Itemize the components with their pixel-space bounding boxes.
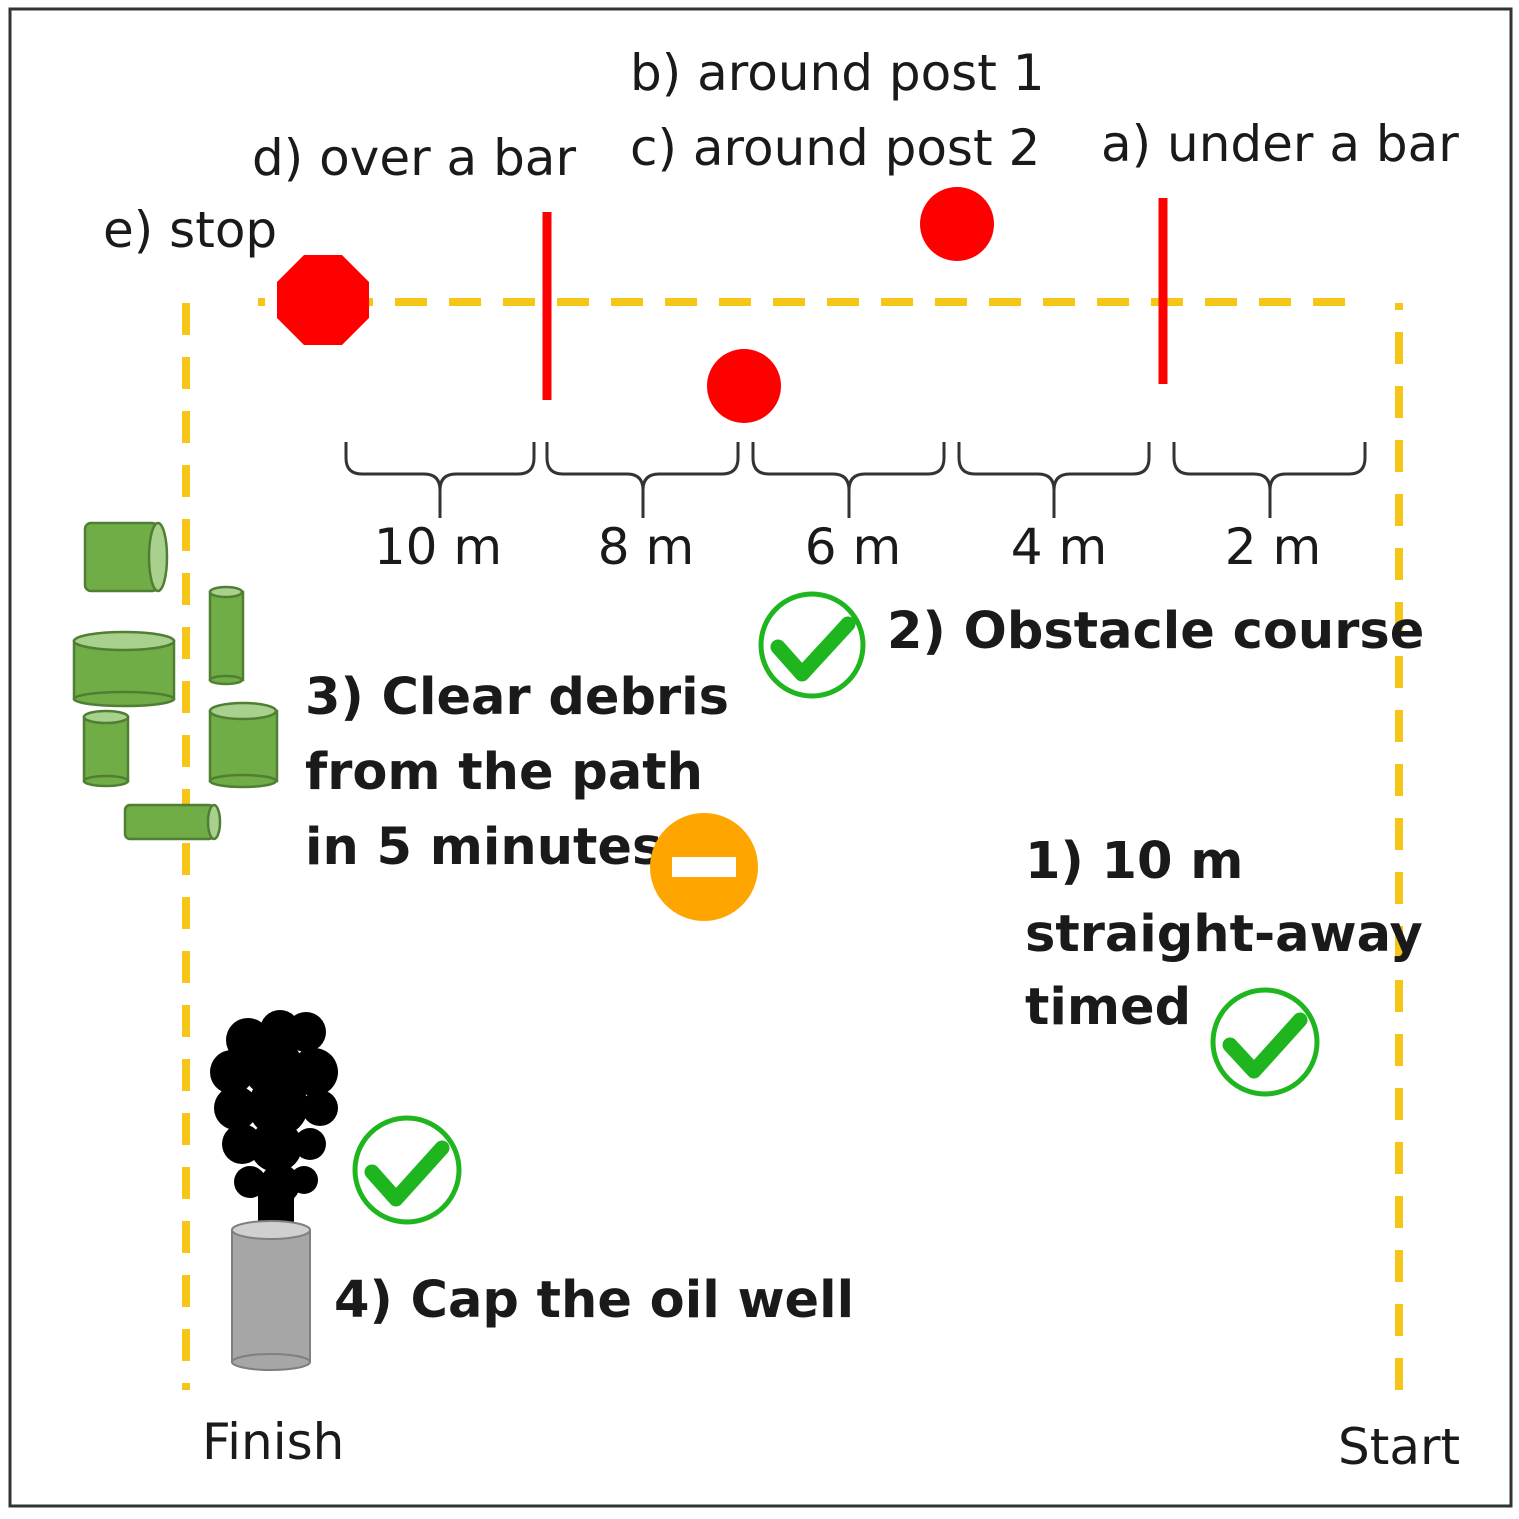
minus-icon — [650, 813, 758, 921]
task-straight-away-line-3: timed — [1025, 978, 1191, 1037]
post-2-obstacle — [707, 349, 781, 423]
distance-label-8m: 8 m — [598, 518, 694, 576]
task-straight-away-line-1: 1) 10 m — [1025, 832, 1243, 891]
label-around-post-1: b) around post 1 — [630, 44, 1045, 102]
label-over-bar: d) over a bar — [252, 129, 576, 187]
finish-label: Finish — [202, 1413, 344, 1471]
post-1-obstacle — [920, 187, 994, 261]
start-label: Start — [1338, 1418, 1460, 1476]
distance-braces — [344, 442, 1367, 518]
distance-label-6m: 6 m — [805, 518, 901, 576]
label-stop: e) stop — [103, 201, 277, 259]
debris-cylinder — [208, 585, 245, 686]
task-clear-debris-line-3: in 5 minutes — [305, 818, 662, 877]
debris-cylinder — [82, 709, 130, 788]
label-around-post-2: c) around post 2 — [630, 119, 1040, 177]
task-obstacle-course-label: 2) Obstacle course — [887, 602, 1424, 661]
distance-label-4m: 4 m — [1011, 518, 1107, 576]
check-icon — [352, 1115, 462, 1225]
task-clear-debris-line-1: 3) Clear debris — [305, 668, 729, 727]
label-under-bar: a) under a bar — [1101, 115, 1459, 173]
debris-cylinder — [208, 701, 279, 789]
debris-cylinder — [72, 630, 176, 708]
oil-smoke-icon — [210, 1010, 338, 1224]
distance-label-2m: 2 m — [1225, 518, 1321, 576]
stop-sign-icon — [277, 255, 369, 345]
debris-cylinder — [83, 521, 169, 593]
debris-pile-icon — [72, 521, 279, 841]
check-icon — [1210, 987, 1320, 1097]
task-clear-debris-line-2: from the path — [305, 743, 703, 802]
distance-label-10m: 10 m — [374, 518, 502, 576]
check-icon — [758, 591, 866, 699]
task-cap-oil-well-label: 4) Cap the oil well — [334, 1271, 854, 1330]
oil-well-cap-icon — [231, 1220, 311, 1371]
debris-cylinder — [123, 803, 222, 841]
task-straight-away-line-2: straight-away — [1025, 905, 1423, 964]
